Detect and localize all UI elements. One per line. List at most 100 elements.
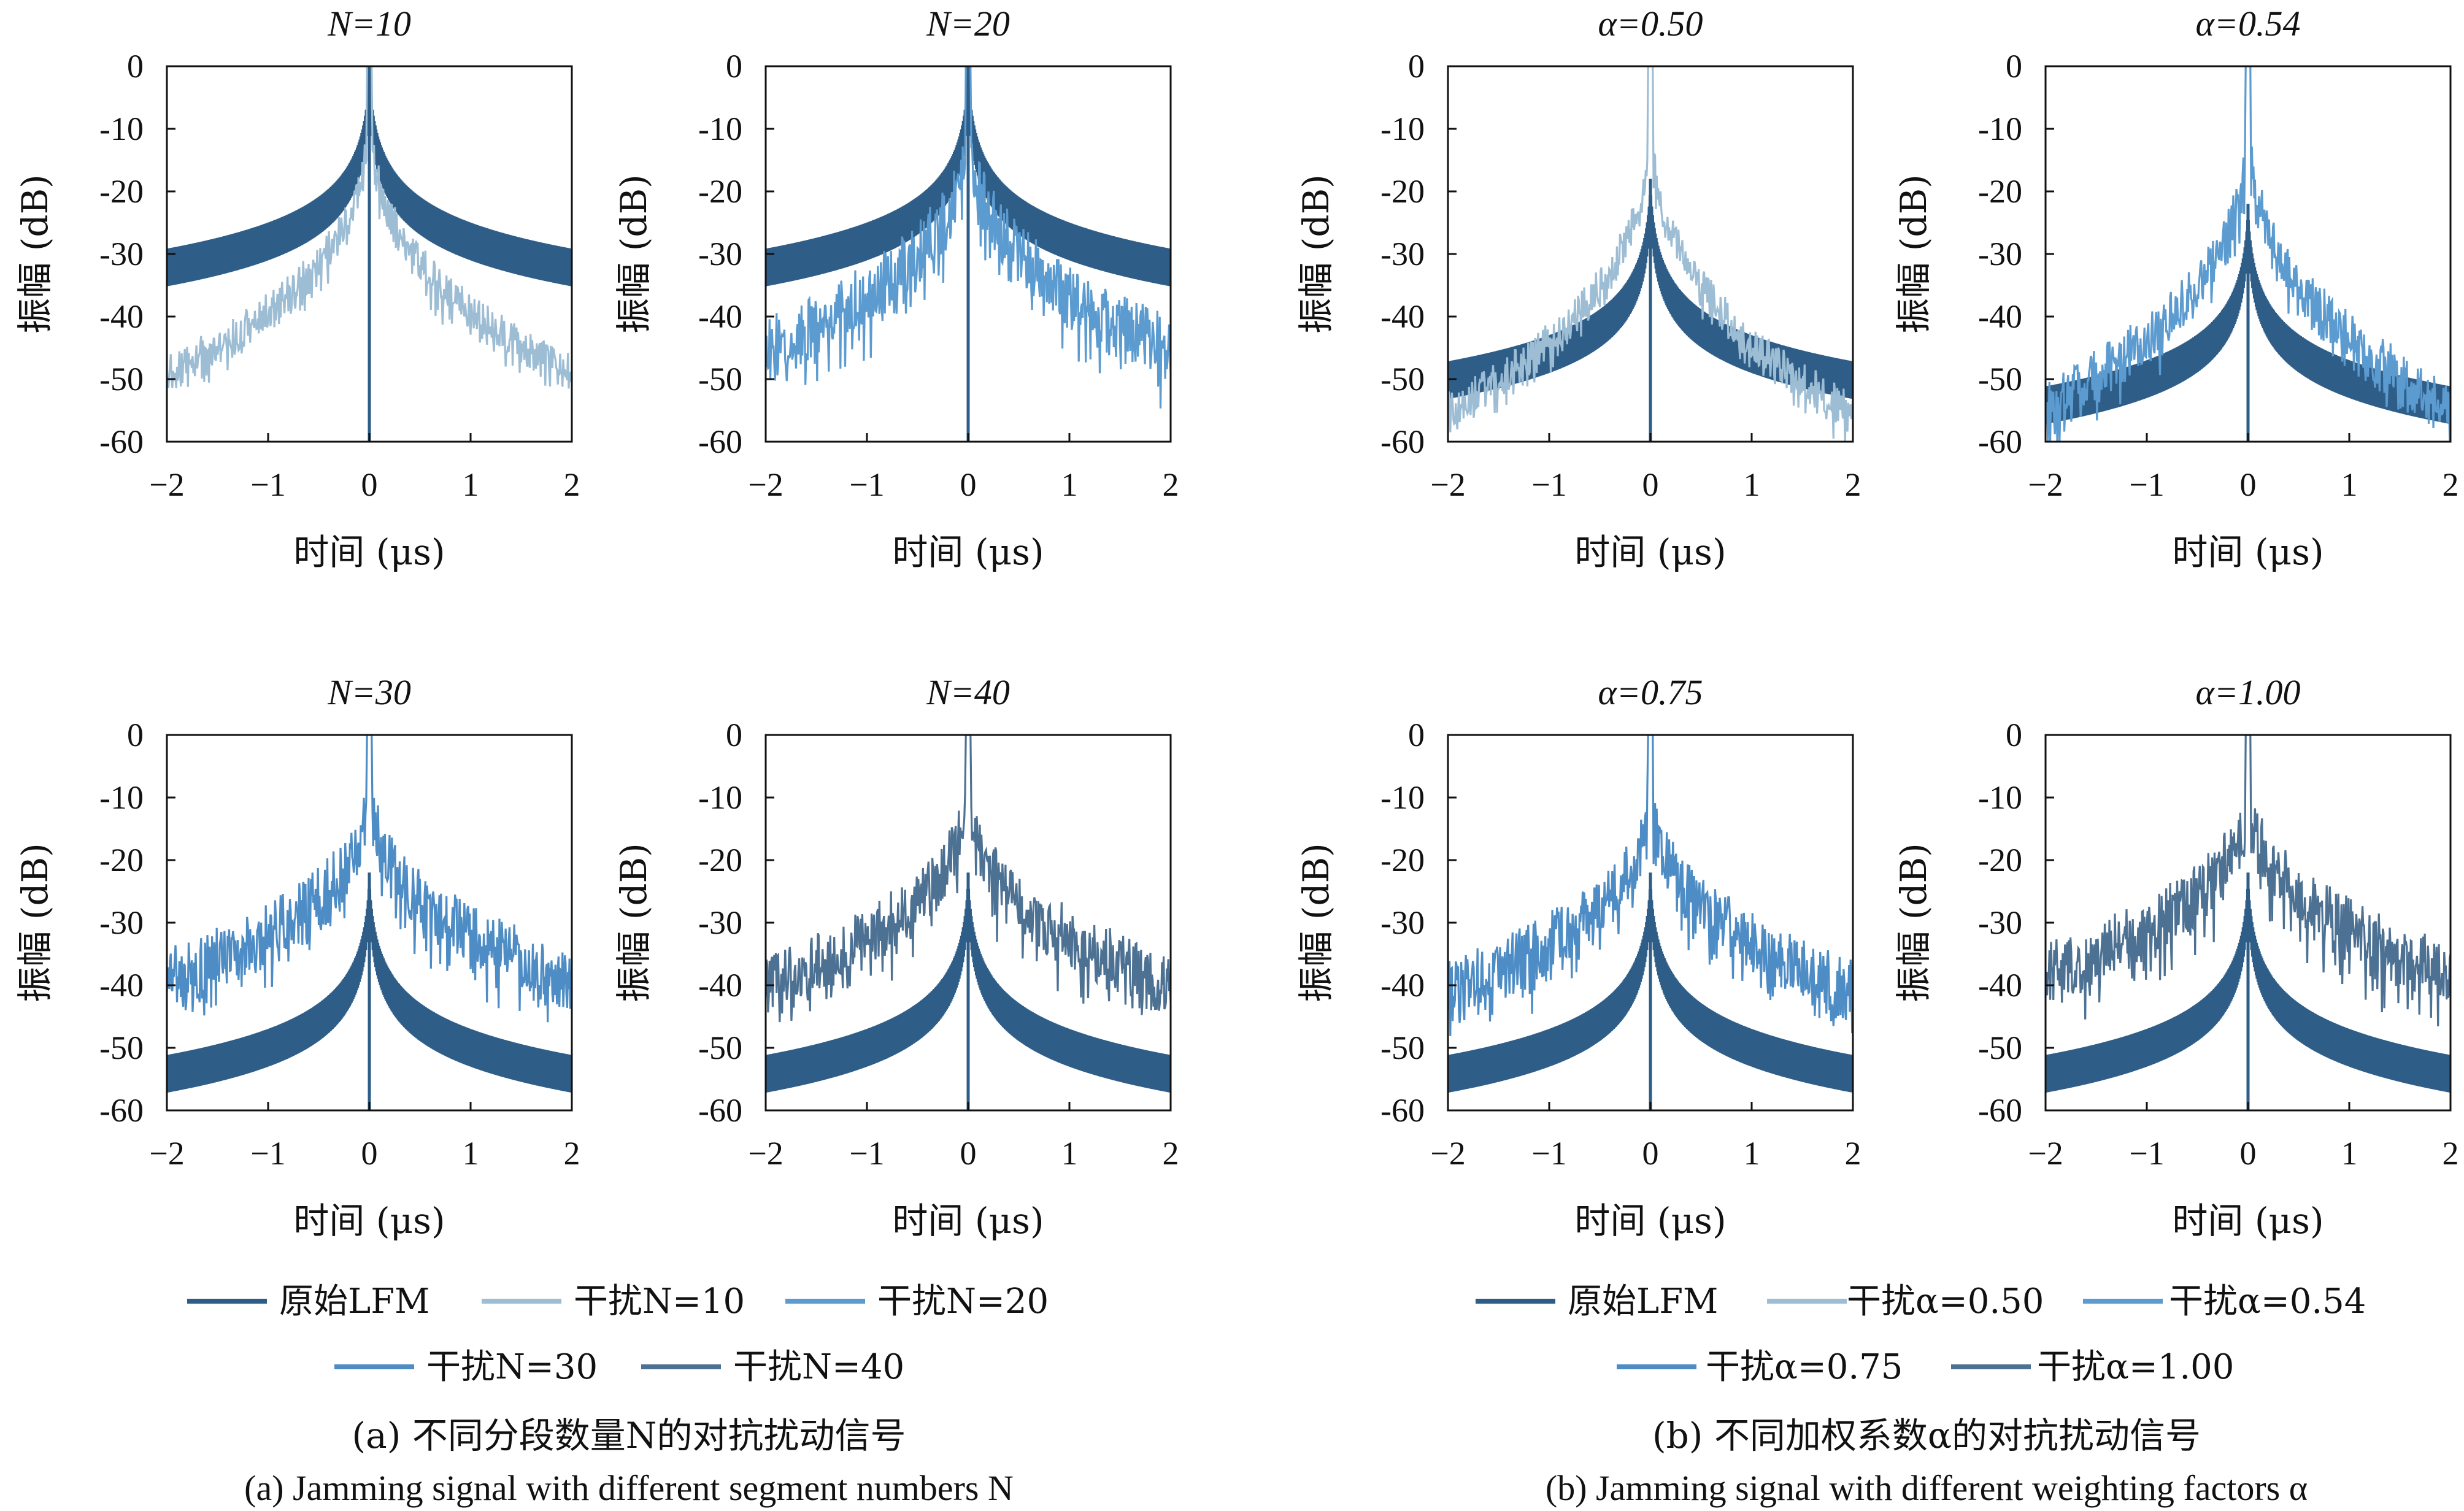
y-tick-label: -60: [1978, 1092, 2022, 1129]
y-axis-label: 振幅 (dB): [14, 843, 56, 1002]
x-tick-label: −1: [2129, 466, 2164, 503]
y-tick-label: -30: [1380, 236, 1425, 272]
y-axis-label: 振幅 (dB): [613, 843, 655, 1002]
caption-a-cn: (a) 不同分段数量N的对抗扰动信号: [352, 1415, 906, 1456]
x-tick-label: 0: [361, 466, 378, 503]
x-tick-label: 0: [2240, 466, 2257, 503]
y-tick-label: -40: [99, 298, 144, 335]
x-axis-label: 时间 (μs): [2172, 1200, 2323, 1242]
y-tick-label: -20: [1380, 173, 1425, 210]
chart-panel-8: 0 -10 -20 -30 -40 -50 -60−2 −1 0 1 2 α=1.00 时间 (μs) 振…: [1893, 672, 2459, 1242]
y-tick-label: -10: [1978, 110, 2022, 147]
y-tick-label: -50: [99, 1029, 144, 1066]
y-tick-label: -50: [1380, 1029, 1425, 1066]
y-tick-label: -60: [1380, 423, 1425, 460]
y-tick-label: -50: [1380, 361, 1425, 398]
chart-panel-2: 0 -10 -20 -30 -40 -50 -60−2 −1 0 1 2 N=20 时间 (μs) 振幅 …: [613, 4, 1179, 573]
legend-a-n40-label: 干扰N=40: [733, 1347, 904, 1387]
x-axis-label: 时间 (μs): [1574, 531, 1726, 573]
series-jamming-line: [1448, 735, 1853, 1036]
y-tick-label: -10: [1380, 779, 1425, 816]
legend-b-lfm-label: 原始LFM: [1568, 1282, 1718, 1321]
y-tick-label: 0: [726, 717, 742, 753]
x-tick-label: 0: [960, 1135, 977, 1172]
x-tick-label: 1: [2341, 1135, 2358, 1172]
y-axis-label: 振幅 (dB): [1295, 843, 1337, 1002]
x-tick-label: −2: [2028, 466, 2063, 503]
chart-title: α=0.75: [1598, 672, 1703, 712]
x-tick-label: −1: [250, 466, 285, 503]
series-jamming-line: [2046, 66, 2451, 442]
y-tick-label: -50: [1978, 361, 2022, 398]
x-tick-label: −2: [149, 1135, 184, 1172]
legend-a: 原始LFM 干扰N=10 干扰N=20 干扰N=30 干扰N=40: [187, 1282, 1049, 1387]
x-tick-label: 1: [1744, 466, 1760, 503]
y-tick-label: 0: [127, 717, 144, 753]
chart-panel-7: 0 -10 -20 -30 -40 -50 -60−2 −1 0 1 2 α=0.75 时间 (μs) 振…: [1295, 672, 1861, 1242]
x-tick-label: −2: [748, 1135, 783, 1172]
chart-title: N=20: [926, 4, 1010, 44]
y-tick-label: -10: [1380, 110, 1425, 147]
y-axis-label: 振幅 (dB): [1893, 843, 1935, 1002]
x-tick-label: −2: [748, 466, 783, 503]
legend-a-n10-label: 干扰N=10: [574, 1282, 745, 1321]
x-tick-label: 2: [1163, 1135, 1179, 1172]
chart-panel-6: 0 -10 -20 -30 -40 -50 -60−2 −1 0 1 2 N=40 时间 (μs) 振幅 …: [613, 672, 1179, 1242]
x-tick-label: −1: [849, 1135, 884, 1172]
y-axis-label: 振幅 (dB): [1893, 174, 1935, 333]
series-jamming-line: [167, 66, 572, 389]
y-tick-label: -60: [698, 1092, 742, 1129]
y-tick-label: 0: [127, 48, 144, 85]
y-tick-label: -60: [1978, 423, 2022, 460]
x-tick-label: 0: [361, 1135, 378, 1172]
x-tick-label: 0: [960, 466, 977, 503]
x-tick-label: 2: [1163, 466, 1179, 503]
x-tick-label: −2: [1430, 1135, 1465, 1172]
y-tick-label: -30: [1978, 904, 2022, 941]
series-jamming-line: [1448, 66, 1853, 442]
y-tick-label: -10: [698, 779, 742, 816]
y-tick-label: -40: [1380, 298, 1425, 335]
x-axis-label: 时间 (μs): [892, 1200, 1044, 1242]
y-tick-label: 0: [2006, 48, 2022, 85]
y-tick-label: -20: [698, 842, 742, 879]
y-tick-label: -30: [99, 904, 144, 941]
x-tick-label: 1: [463, 1135, 479, 1172]
y-tick-label: -40: [1380, 967, 1425, 1004]
chart-panel-4: 0 -10 -20 -30 -40 -50 -60−2 −1 0 1 2 α=0.54 时间 (μs) 振…: [1893, 4, 2459, 573]
series-jamming-line: [2046, 735, 2451, 1027]
y-axis-label: 振幅 (dB): [1295, 174, 1337, 333]
legend-b-a100-label: 干扰α=1.00: [2037, 1347, 2234, 1387]
y-axis-label: 振幅 (dB): [613, 174, 655, 333]
y-tick-label: -50: [1978, 1029, 2022, 1066]
x-tick-label: −1: [849, 466, 884, 503]
legend-b: 原始LFM 干扰α=0.50 干扰α=0.54 干扰α=0.75 干扰α=1.0…: [1476, 1282, 2366, 1387]
y-tick-label: -30: [99, 236, 144, 272]
y-tick-label: -40: [698, 298, 742, 335]
x-tick-label: 2: [2443, 1135, 2459, 1172]
y-tick-label: -60: [1380, 1092, 1425, 1129]
x-tick-label: −1: [1531, 466, 1566, 503]
chart-title: α=1.00: [2195, 672, 2300, 712]
x-axis-label: 时间 (μs): [1574, 1200, 1726, 1242]
x-tick-label: 2: [1845, 466, 1861, 503]
y-tick-label: -60: [99, 423, 144, 460]
x-axis-label: 时间 (μs): [293, 531, 445, 573]
legend-a-lfm-label: 原始LFM: [279, 1282, 429, 1321]
y-tick-label: -30: [698, 904, 742, 941]
chart-title: N=10: [327, 4, 411, 44]
x-tick-label: 1: [1061, 466, 1078, 503]
x-tick-label: −2: [149, 466, 184, 503]
x-tick-label: 0: [1642, 1135, 1659, 1172]
x-axis-label: 时间 (μs): [892, 531, 1044, 573]
y-tick-label: -50: [99, 361, 144, 398]
x-axis-label: 时间 (μs): [293, 1200, 445, 1242]
y-tick-label: -10: [99, 110, 144, 147]
y-tick-label: -30: [1978, 236, 2022, 272]
legend-b-a054-label: 干扰α=0.54: [2169, 1282, 2366, 1321]
y-tick-label: -20: [1380, 842, 1425, 879]
y-tick-label: -50: [698, 361, 742, 398]
x-tick-label: 0: [1642, 466, 1659, 503]
